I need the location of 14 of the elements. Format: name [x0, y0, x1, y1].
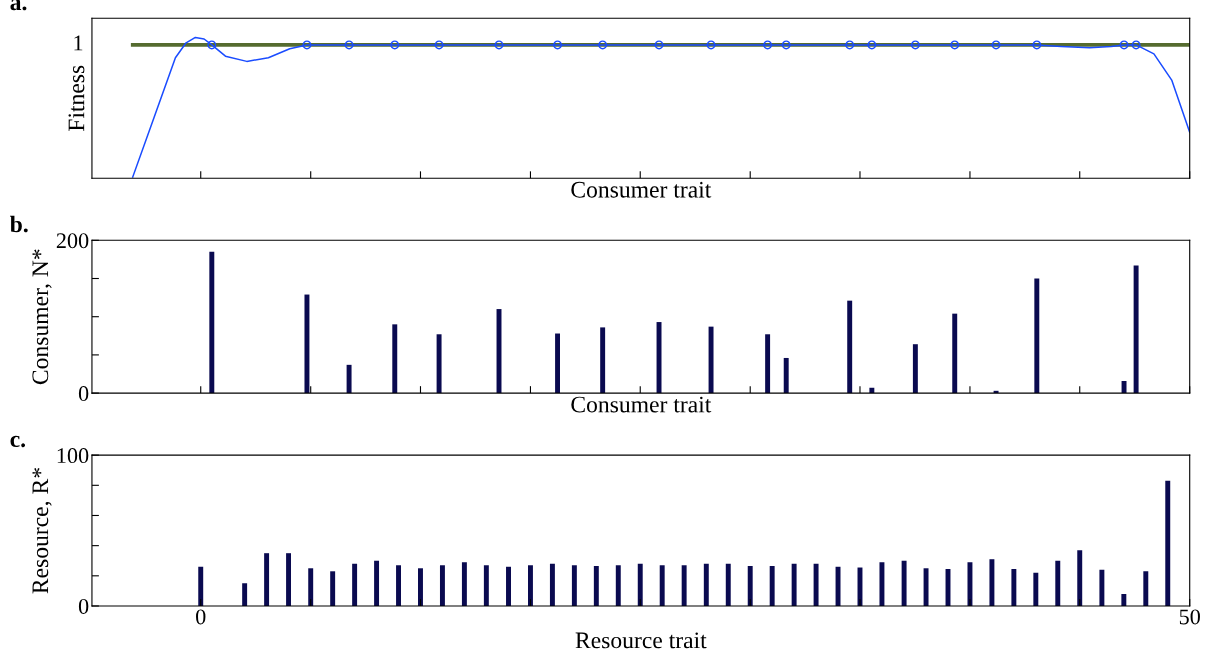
y-tick-label: 200 [56, 233, 89, 249]
text: c. [10, 435, 26, 448]
y-tick-label: 0 [78, 386, 89, 402]
x-tick-label: 50 [1179, 609, 1200, 625]
y-tick-label: 0 [78, 598, 89, 614]
x-axis-title: Resource trait [575, 632, 707, 649]
x-axis-title: Consumer trait [571, 181, 712, 198]
y-axis-title: Consumer, N* [32, 249, 52, 385]
text: b. [10, 215, 28, 233]
y-tick-label: 100 [57, 448, 89, 464]
x-axis-title: Consumer trait [571, 396, 712, 413]
y-axis-title: Fitness [68, 65, 85, 132]
y-axis-title: Resource, R* [32, 468, 52, 594]
text: 1 [74, 35, 83, 51]
